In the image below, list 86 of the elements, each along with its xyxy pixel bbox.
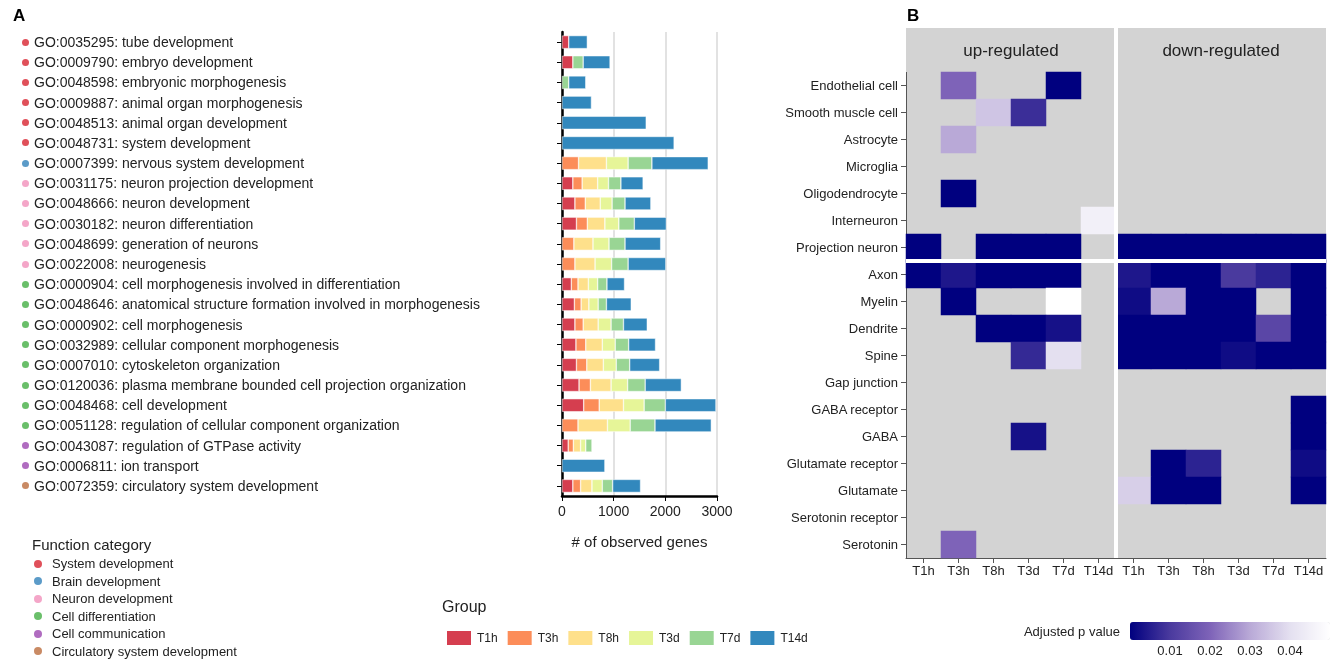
category-label: Neuron development [52, 591, 173, 607]
y-tick-label: GO:0048699: generation of neurons [34, 235, 259, 252]
y-tick-label: GO:0022008: neurogenesis [34, 256, 207, 272]
x-tick-label: 0 [558, 503, 567, 519]
color-bar-label: 0.04 [1277, 643, 1303, 658]
y-tick-label: Spine [864, 348, 898, 363]
y-tick-label: GABA [861, 429, 899, 444]
category-label: Cell communication [52, 626, 166, 642]
chart-title: B [907, 6, 920, 25]
text: down-regulated [1162, 40, 1280, 60]
bar [562, 116, 647, 130]
x-tick-label: T8h [1192, 563, 1215, 578]
y-tick-label: Interneuron [831, 213, 898, 228]
y-tick-label: GO:0031175: neuron projection development [34, 175, 314, 192]
bar [562, 439, 569, 453]
x-tick-label: T3d [1227, 563, 1250, 578]
x-tick-label: 3000 [701, 503, 733, 519]
y-tick-label: Dendrite [848, 321, 898, 336]
x-tick-label: T8h [982, 563, 1005, 578]
x-tick-label: 2000 [649, 503, 682, 519]
text: Function category [32, 536, 153, 555]
y-tick-label: GO:0048598: embryonic morphogenesis [34, 74, 287, 91]
text: A [13, 6, 26, 25]
y-tick-label: Endothelial cell [810, 78, 899, 93]
y-tick-label: Astrocyte [843, 132, 898, 147]
category-label: Brain development [52, 573, 161, 589]
text: up-regulated [963, 40, 1059, 60]
y-tick-label: Axon [868, 267, 898, 282]
legend-label: T3h [537, 631, 559, 645]
y-tick-label: Gap junction [825, 375, 898, 390]
y-tick-label: GO:0000904: cell morphogenesis involved in differentiation [34, 276, 401, 293]
x-tick-label: 1000 [598, 503, 630, 519]
y-tick-label: Oligodendrocyte [803, 186, 898, 201]
x-tick-label: T3h [1157, 563, 1180, 578]
x-tick-label: T14d [1293, 563, 1324, 578]
y-tick-label: GO:0048468: cell development [34, 397, 228, 414]
y-tick-label: GO:0048513: animal organ development [34, 114, 288, 131]
y-tick-label: GO:0009790: embryo development [34, 54, 253, 71]
x-tick-label: T1h [1122, 563, 1145, 578]
y-tick-label: GO:0048666: neuron development [34, 195, 250, 212]
legend-label: T1h [477, 631, 498, 645]
y-tick-label: GO:0048646: anatomical structure formation involved in morphogenesis [34, 296, 480, 313]
color-bar-label: 0.03 [1237, 643, 1263, 658]
legend-title: Group [442, 597, 487, 615]
color-bar-title: Adjusted p value [1023, 623, 1120, 639]
y-tick-label: GO:0043087: regulation of GTPase activity [34, 437, 301, 454]
bar [562, 136, 675, 150]
y-tick-label: Myelin [860, 294, 898, 309]
y-tick-label: GO:0009887: animal organ morphogenesis [34, 94, 303, 111]
y-tick-label: GO:0000902: cell morphogenesis [34, 316, 243, 333]
x-tick-label: T1h [912, 563, 935, 578]
y-tick-label: GO:0035295: tube development [34, 34, 234, 51]
bar [562, 96, 592, 110]
y-tick-label: Serotonin [842, 537, 898, 552]
y-tick-label: Projection neuron [796, 240, 898, 255]
bar [562, 459, 605, 473]
y-tick-label: Serotonin receptor [791, 510, 899, 525]
y-tick-label: GO:0051128: regulation of cellular component organization [34, 417, 400, 434]
y-tick-label: GO:0007399: nervous system development [34, 155, 305, 172]
y-tick-label: GO:0072359: circulatory system development [34, 477, 319, 494]
y-tick-label: Smooth muscle cell [785, 105, 899, 120]
legend-label: T3d [659, 631, 680, 645]
x-axis-title: # of observed genes [571, 533, 708, 550]
color-bar-label: 0.01 [1157, 643, 1183, 658]
category-label: System development [52, 556, 174, 572]
y-tick-label: GO:0048731: system development [34, 134, 251, 151]
x-tick-label: T7d [1052, 563, 1075, 578]
category-label: Cell differentiation [52, 608, 156, 624]
x-tick-label: T14d [1083, 563, 1114, 578]
y-tick-label: GO:0120036: plasma membrane bounded cell projection organization [34, 377, 466, 394]
category-label: Circulatory system development [52, 643, 237, 659]
x-tick-label: T7d [1262, 563, 1285, 578]
x-tick-label: T3d [1017, 563, 1040, 578]
legend-label: T8h [598, 631, 620, 645]
x-tick-label: T3h [947, 563, 970, 578]
legend-label: T14d [780, 631, 808, 645]
y-tick-label: GO:0007010: cytoskeleton organization [34, 356, 280, 373]
legend-label: T7d [719, 631, 741, 645]
y-tick-label: Glutamate [838, 483, 898, 498]
color-bar-label: 0.02 [1197, 643, 1223, 658]
y-tick-label: GO:0006811: ion transport [34, 457, 199, 474]
y-tick-label: GO:0030182: neuron differentiation [34, 215, 254, 232]
y-tick-label: GABA receptor [811, 402, 899, 417]
y-tick-label: Microglia [845, 159, 899, 174]
y-tick-label: GO:0032989: cellular component morphogenesis [34, 336, 340, 353]
y-tick-label: Glutamate receptor [786, 456, 899, 471]
